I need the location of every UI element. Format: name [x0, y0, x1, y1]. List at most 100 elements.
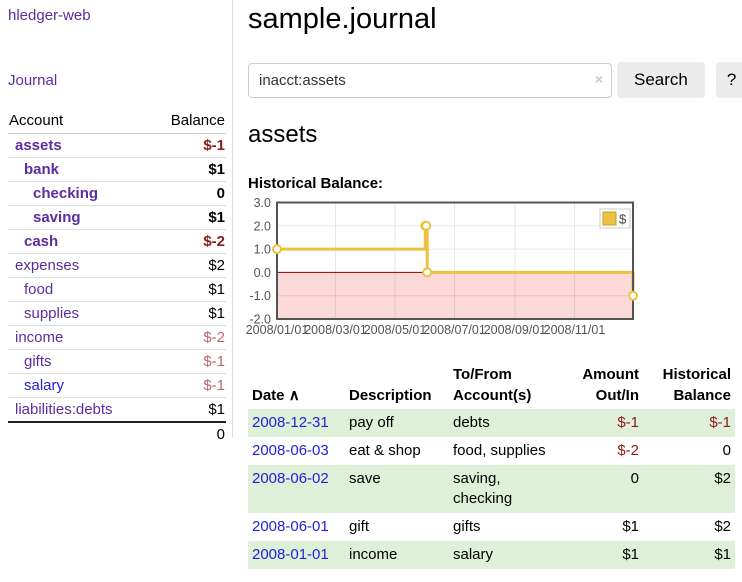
account-balance: 0 [150, 181, 226, 206]
svg-text:2008/05/01: 2008/05/01 [364, 323, 427, 337]
account-row-cash: cash $-2 [8, 229, 226, 254]
account-row-assets: assets $-1 [8, 133, 226, 158]
svg-text:2008/09/01: 2008/09/01 [484, 323, 547, 337]
account-link[interactable]: assets [15, 137, 62, 154]
register-cell-tofrom: salary [449, 541, 553, 569]
register-cell-historical: $2 [643, 465, 735, 513]
account-link[interactable]: checking [33, 185, 99, 202]
account-row-saving: saving $1 [8, 205, 226, 230]
register-cell-description: save [345, 465, 449, 513]
accounts-header-account: Account [8, 109, 151, 134]
svg-text:2.0: 2.0 [254, 219, 271, 233]
account-link[interactable]: income [15, 329, 64, 346]
chart-legend: $ [599, 208, 631, 229]
svg-text:-2.0: -2.0 [249, 313, 271, 327]
account-link[interactable]: cash [24, 233, 59, 250]
register-cell-date: 2008-06-02 [248, 465, 345, 513]
account-link[interactable]: expenses [15, 257, 80, 274]
account-balance: $-1 [150, 349, 226, 374]
sidebar-item-journal[interactable]: Journal [8, 72, 58, 89]
search-input[interactable] [248, 62, 612, 98]
account-link[interactable]: food [24, 281, 54, 298]
register-cell-description: gift [349, 518, 370, 535]
clear-search-icon[interactable]: × [594, 70, 603, 87]
brand-link[interactable]: hledger-web [8, 7, 91, 24]
register-cell-tofrom: gifts [453, 518, 481, 535]
search-form: × Search ? [248, 62, 742, 98]
accounts-header-row: Account Balance [8, 109, 226, 134]
accounts-total-row: 0 [8, 421, 226, 446]
sidebar: hledger-web Journal Account Balance asse… [0, 0, 233, 446]
transaction-date-link[interactable]: 2008-06-01 [252, 518, 329, 535]
svg-text:2008/11/01: 2008/11/01 [544, 323, 606, 337]
register-header-tofrom: To/From Account(s) [453, 366, 532, 404]
register-row: 2008-06-03 eat & shop food, supplies $-2 0 [248, 437, 735, 465]
accounts-body: assets $-1 bank $1 checking 0 saving $1 cash $-2 e… [8, 133, 226, 423]
help-button[interactable]: ? [715, 62, 742, 98]
transaction-date-link[interactable]: 2008-06-02 [252, 470, 329, 487]
account-row-gifts: gifts $-1 [8, 349, 226, 374]
account-balance: $1 [150, 397, 226, 423]
register-cell-amount: $-2 [617, 442, 639, 459]
svg-text:0.0: 0.0 [254, 266, 271, 280]
account-balance: $2 [150, 253, 226, 278]
svg-text:2008/01/01: 2008/01/01 [246, 323, 309, 337]
account-link[interactable]: bank [24, 161, 60, 178]
register-header-amount: Amount Out/In [582, 366, 639, 404]
svg-text:$: $ [619, 212, 627, 227]
register-cell-amount: $1 [622, 518, 639, 535]
register-cell-tofrom: saving, checking [449, 465, 553, 513]
transaction-date-link[interactable]: 2008-12-31 [252, 414, 329, 431]
svg-text:2008/07/01: 2008/07/01 [423, 323, 486, 337]
svg-text:2008/03/01: 2008/03/01 [304, 323, 367, 337]
accounts-total-spacer [8, 421, 151, 446]
account-row-bank: bank $1 [8, 157, 226, 182]
register-cell-tofrom: food, supplies [453, 442, 546, 459]
account-row-liabilities-debts: liabilities:debts $1 [8, 397, 226, 423]
register-cell-date: 2008-06-03 [248, 437, 345, 465]
account-row-income: income $-2 [8, 325, 226, 350]
account-balance: $-1 [150, 373, 226, 398]
chart-title: Historical Balance: [248, 175, 384, 192]
search-button[interactable]: Search [617, 62, 705, 98]
register-cell-historical: 0 [722, 442, 731, 459]
register-header-date[interactable]: Date ∧ [248, 362, 345, 409]
register-header-historical: Historical Balance [662, 366, 731, 404]
register-cell-date: 2008-12-31 [248, 409, 345, 437]
register-cell-amount: 0 [553, 465, 643, 513]
account-balance: $1 [150, 301, 226, 326]
app-window: hledger-web Journal Account Balance asse… [0, 0, 742, 569]
account-balance: $-2 [150, 229, 226, 254]
account-link[interactable]: saving [33, 209, 81, 226]
account-row-expenses: expenses $2 [8, 253, 226, 278]
account-balance: $1 [150, 205, 226, 230]
account-link[interactable]: gifts [24, 353, 52, 370]
register-cell-amount: $1 [553, 541, 643, 569]
sort-asc-icon: ∧ [288, 387, 300, 404]
register-cell-description: eat & shop [349, 442, 421, 459]
account-link[interactable]: supplies [24, 305, 80, 322]
transaction-date-link[interactable]: 2008-06-03 [252, 442, 329, 459]
register-row: 2008-12-31 pay off debts $-1 $-1 [248, 409, 735, 437]
register-cell-description: income [345, 541, 449, 569]
account-balance: $1 [150, 157, 226, 182]
register-cell-date: 2008-01-01 [248, 541, 345, 569]
account-balance: $1 [150, 277, 226, 302]
main-panel: sample.journal × Search ? assets Histori… [233, 0, 742, 569]
transaction-date-link[interactable]: 2008-01-01 [252, 546, 329, 563]
register-row: 2008-06-02 save saving, checking 0 $2 [248, 465, 735, 513]
register-header-date-label: Date [252, 387, 285, 404]
account-balance: $-1 [150, 133, 226, 158]
accounts-header-balance: Balance [150, 109, 226, 134]
account-row-food: food $1 [8, 277, 226, 302]
account-link[interactable]: salary [24, 377, 65, 394]
balance-chart: 2008/01/012008/03/012008/05/012008/07/01… [246, 196, 638, 337]
account-link[interactable]: liabilities:debts [15, 401, 113, 418]
register-header-description: Description [349, 387, 432, 404]
svg-text:-1.0: -1.0 [249, 289, 271, 303]
register-row: 2008-01-01 income salary $1 $1 [248, 541, 735, 569]
account-heading: assets [248, 121, 318, 148]
page-title: sample.journal [248, 3, 437, 35]
register-header-row: Date ∧ Description To/From Account(s) Am… [248, 362, 735, 409]
register-cell-description: pay off [345, 409, 449, 437]
